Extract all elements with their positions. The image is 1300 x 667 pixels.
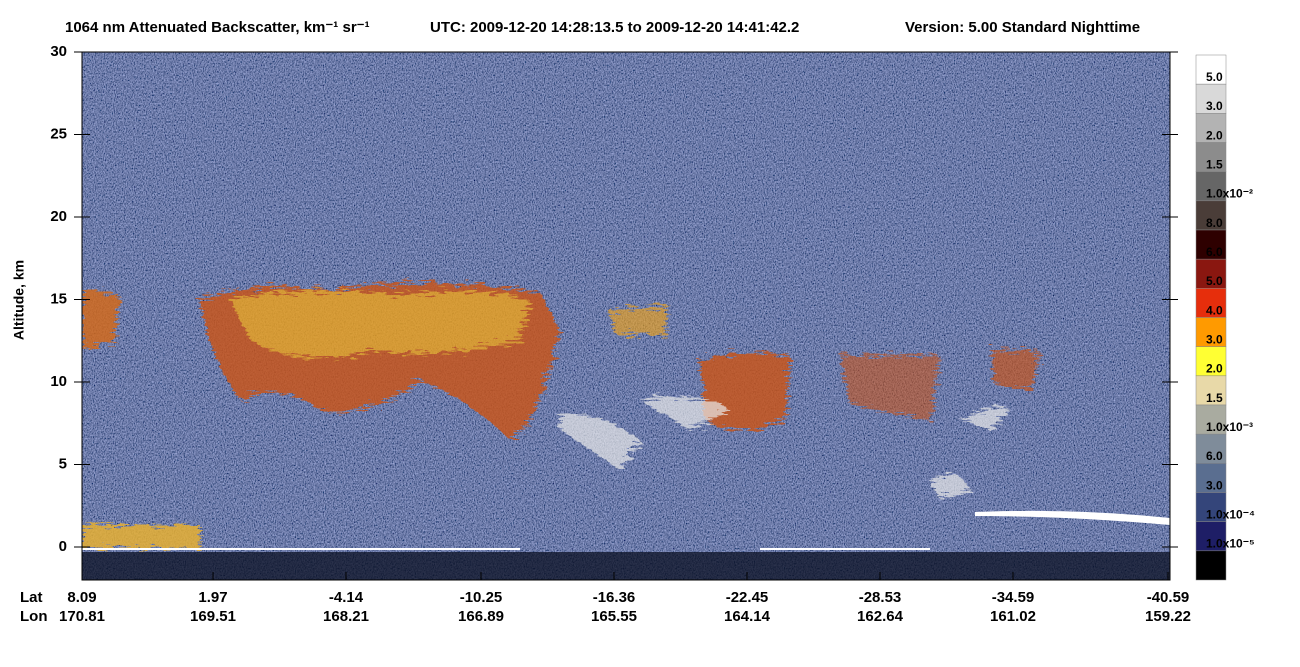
colorbar-swatch	[1195, 463, 1227, 493]
colorbar-label: 1.0x10⁻⁵	[1206, 537, 1255, 551]
colorbar-label: 3.0	[1206, 99, 1223, 113]
lat-label: -40.59	[1147, 589, 1190, 606]
colorbar-label: 3.0	[1206, 478, 1223, 492]
y-tick-label: 30	[50, 43, 67, 60]
version: Version: 5.00 Standard Nighttime	[905, 19, 1140, 36]
lon-label: 169.51	[190, 608, 236, 625]
y-tick-label: 0	[59, 538, 67, 555]
subsurface-band	[82, 552, 1170, 580]
colorbar-swatch	[1195, 375, 1227, 406]
colorbar-swatch	[1195, 288, 1227, 318]
colorbar-swatch	[1195, 550, 1227, 581]
colorbar-swatch	[1195, 200, 1227, 231]
colorbar-label: 3.0	[1206, 332, 1223, 346]
colorbar-label: 6.0	[1206, 245, 1223, 259]
colorbar-label: 1.5	[1206, 157, 1223, 171]
lat-label: -34.59	[992, 589, 1035, 606]
lon-label: 162.64	[857, 608, 904, 625]
colorbar-swatch	[1195, 258, 1227, 289]
y-axis-label: Altitude, km	[11, 260, 27, 340]
colorbar-label: 1.0x10⁻²	[1206, 187, 1253, 201]
colorbar-swatch	[1195, 521, 1227, 552]
colorbar-label: 1.5	[1206, 391, 1223, 405]
colorbar-label: 5.0	[1206, 274, 1223, 288]
chart-title: 1064 nm Attenuated Backscatter, km⁻¹ sr⁻…	[65, 19, 370, 36]
colorbar-swatch	[1195, 83, 1227, 114]
colorbar-swatch	[1195, 317, 1227, 347]
y-tick-label: 5	[59, 455, 67, 472]
colorbar-swatch	[1195, 229, 1227, 260]
lon-label: 166.89	[458, 608, 504, 625]
lon-row-label: Lon	[20, 608, 48, 625]
lat-label: -28.53	[859, 589, 902, 606]
colorbar-swatch	[1195, 54, 1227, 85]
colorbar-label: 6.0	[1206, 449, 1223, 463]
lon-label: 168.21	[323, 608, 369, 625]
colorbar-swatch	[1195, 142, 1227, 172]
colorbar-label: 1.0x10⁻⁴	[1206, 507, 1255, 521]
plot-frame	[81, 51, 1171, 581]
y-tick-label: 20	[50, 208, 67, 225]
lon-label: 165.55	[591, 608, 637, 625]
colorbar-label: 1.0x10⁻³	[1206, 420, 1253, 434]
colorbar-label: 8.0	[1206, 216, 1223, 230]
y-tick-label: 25	[50, 125, 67, 142]
time-range: UTC: 2009-12-20 14:28:13.5 to 2009-12-20…	[430, 19, 799, 36]
lat-label: 8.09	[67, 589, 96, 606]
colorbar-swatch	[1195, 346, 1227, 377]
colorbar-swatch	[1195, 404, 1227, 435]
surface-return	[975, 510, 1170, 525]
y-tick-label: 10	[50, 373, 67, 390]
cloud-texture	[82, 282, 1040, 548]
colorbar-swatch	[1195, 492, 1227, 522]
lon-label: 164.14	[724, 608, 771, 625]
colorbar-swatch	[1195, 433, 1227, 464]
lat-label: -16.36	[593, 589, 636, 606]
backscatter-image	[82, 52, 1170, 580]
lat-label: -22.45	[726, 589, 769, 606]
y-tick-label: 15	[50, 290, 67, 307]
colorbar-label: 2.0	[1206, 128, 1223, 142]
lat-label: -4.14	[329, 589, 364, 606]
lon-label: 159.22	[1145, 608, 1191, 625]
colorbar-label: 5.0	[1206, 70, 1223, 84]
lat-label: 1.97	[198, 589, 227, 606]
lon-label: 161.02	[990, 608, 1036, 625]
colorbar-label: 2.0	[1206, 362, 1223, 376]
lat-row-label: Lat	[20, 589, 43, 606]
lat-label: -10.25	[460, 589, 503, 606]
lon-label: 170.81	[59, 608, 105, 625]
colorbar-label: 4.0	[1206, 303, 1223, 317]
